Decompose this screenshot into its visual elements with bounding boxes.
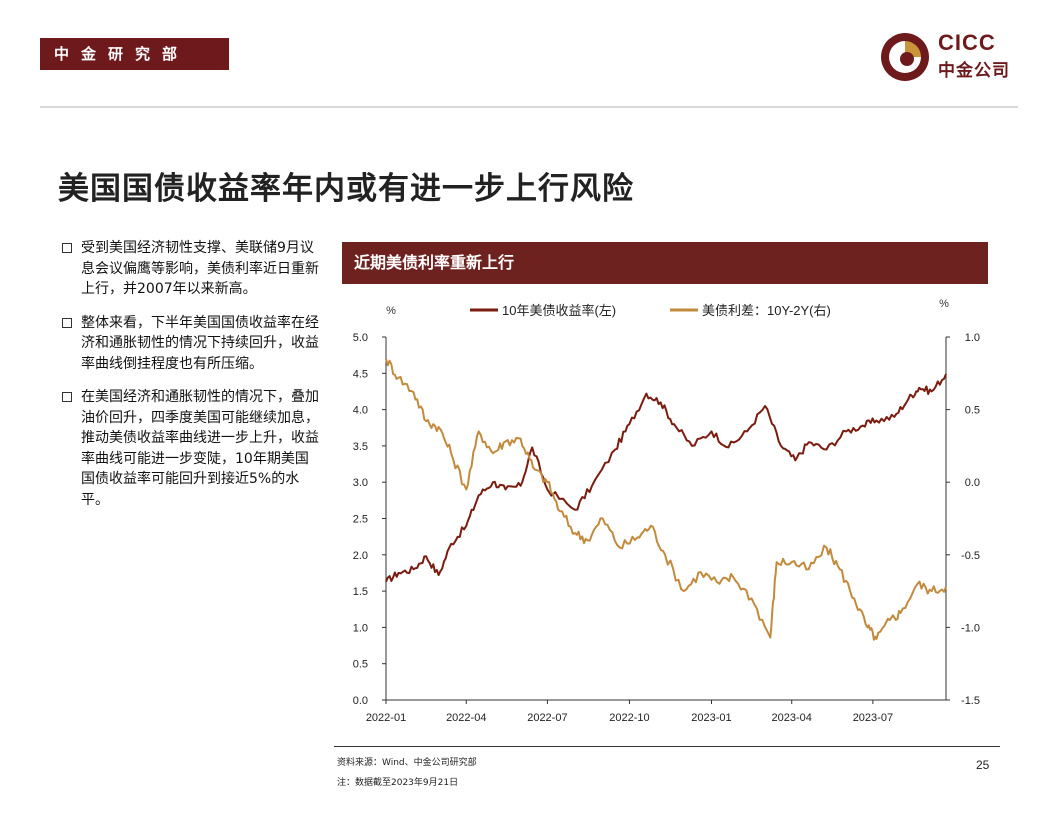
- bullet-text: 整体来看，下半年美国国债收益率在经济和通胀韧性的情况下持续回升，收益率曲线倒挂程…: [81, 314, 319, 372]
- series-line-10y-2y-spread: [385, 358, 947, 641]
- series-line-10y-yield: [385, 373, 947, 583]
- y-left-tick-label: 5.0: [353, 332, 368, 344]
- page-title: 美国国债收益率年内或有进一步上行风险: [58, 171, 634, 207]
- y-left-tick-label: 3.0: [353, 477, 368, 489]
- y-left-tick-label: 0.0: [353, 695, 368, 707]
- legend-label: 美债利差：10Y-2Y(右): [702, 303, 831, 318]
- y-left-tick-label: 0.5: [353, 659, 368, 671]
- source-note: 资料来源：Wind、中金公司研究部: [337, 758, 477, 768]
- bullet-square-icon: [62, 317, 72, 328]
- bullet-item: 整体来看，下半年美国国债收益率在经济和通胀韧性的情况下持续回升，收益率曲线倒挂程…: [62, 313, 320, 375]
- right-unit-label: %: [939, 298, 949, 310]
- footer-divider: [334, 746, 1000, 747]
- x-tick-label: 2023-01: [691, 712, 731, 724]
- header-divider: [40, 106, 1018, 108]
- y-right-tick-label: -1.5: [961, 695, 980, 707]
- logo-wordmark: CICC: [938, 30, 996, 55]
- y-left-tick-label: 4.5: [353, 368, 368, 380]
- y-left-tick-label: 1.5: [353, 586, 368, 598]
- yield-chart: 5.0 4.5 4.0 3.5 3.0 2.5 2.0 1.5 1.0 0.5 0.0 1.0 0.5 0…: [353, 298, 980, 724]
- y-left-tick-label: 2.0: [353, 550, 368, 562]
- y-right-tick-label: 0.5: [965, 405, 980, 417]
- y-left-tick-label: 3.5: [353, 441, 368, 453]
- cicc-logo: CICC 中金公司: [880, 30, 1020, 84]
- y-left-tick-label: 4.0: [353, 405, 368, 417]
- logo-chinese-name: 中金公司: [938, 61, 1010, 81]
- y-right-tick-label: -1.0: [961, 622, 980, 634]
- x-tick-label: 2022-01: [366, 712, 406, 724]
- bullet-square-icon: [62, 392, 72, 402]
- legend-label: 10年美债收益率(左): [502, 303, 616, 318]
- x-tick-label: 2022-10: [609, 712, 649, 724]
- y-right-tick-label: 0.0: [965, 477, 980, 489]
- y-left-tick-label: 1.0: [353, 622, 368, 634]
- department-badge: 中金研究部: [40, 38, 229, 70]
- bullet-item: 在美国经济和通胀韧性的情况下，叠加油价回升，四季度美国可能继续加息，推动美债收益…: [62, 387, 320, 510]
- y-left-tick-label: 2.5: [353, 514, 368, 526]
- bullet-list: 受到美国经济韧性支撑、美联储9月议息会议偏鹰等影响，美债利率近日重新上行，并20…: [62, 238, 320, 523]
- x-tick-label: 2022-04: [446, 712, 486, 724]
- chart-title-banner: 近期美债利率重新上行: [342, 242, 988, 284]
- cicc-emblem-icon: [881, 33, 929, 81]
- bullet-text: 在美国经济和通胀韧性的情况下，叠加油价回升，四季度美国可能继续加息，推动美债收益…: [81, 389, 319, 508]
- page-number: 25: [976, 758, 990, 772]
- bullet-text: 受到美国经济韧性支撑、美联储9月议息会议偏鹰等影响，美债利率近日重新上行，并20…: [81, 240, 319, 297]
- y-right-tick-label: -0.5: [961, 550, 980, 562]
- bullet-item: 受到美国经济韧性支撑、美联储9月议息会议偏鹰等影响，美债利率近日重新上行，并20…: [62, 238, 320, 300]
- x-tick-label: 2023-04: [772, 712, 812, 724]
- data-cutoff-note: 注：数据截至2023年9月21日: [337, 778, 459, 788]
- x-tick-label: 2023-07: [853, 712, 893, 724]
- bullet-square-icon: [62, 243, 72, 253]
- x-tick-label: 2022-07: [527, 712, 567, 724]
- left-unit-label: %: [386, 305, 396, 317]
- y-right-tick-label: 1.0: [965, 332, 980, 344]
